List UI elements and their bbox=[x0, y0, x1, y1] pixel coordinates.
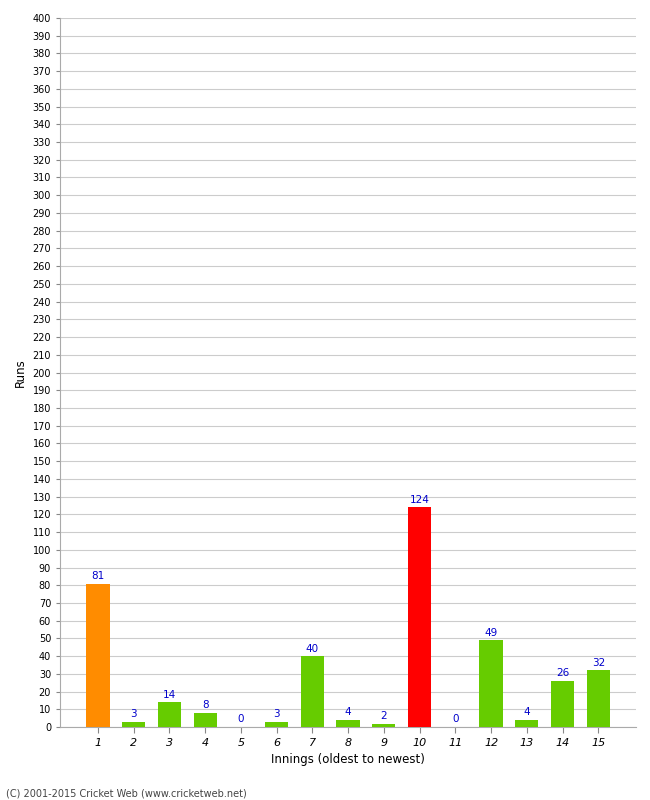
Text: (C) 2001-2015 Cricket Web (www.cricketweb.net): (C) 2001-2015 Cricket Web (www.cricketwe… bbox=[6, 788, 247, 798]
Text: 124: 124 bbox=[410, 494, 430, 505]
Bar bbox=[122, 722, 145, 727]
Text: 0: 0 bbox=[238, 714, 244, 725]
Y-axis label: Runs: Runs bbox=[14, 358, 27, 387]
Text: 49: 49 bbox=[484, 627, 498, 638]
Text: 4: 4 bbox=[344, 707, 352, 718]
Text: 40: 40 bbox=[306, 643, 319, 654]
Text: 14: 14 bbox=[162, 690, 176, 700]
Text: 2: 2 bbox=[380, 711, 387, 721]
Bar bbox=[587, 670, 610, 727]
Bar bbox=[480, 640, 502, 727]
Text: 3: 3 bbox=[131, 709, 137, 719]
Bar bbox=[301, 656, 324, 727]
Bar bbox=[337, 720, 359, 727]
Text: 81: 81 bbox=[91, 571, 105, 581]
Bar bbox=[515, 720, 538, 727]
Bar bbox=[194, 713, 216, 727]
Bar bbox=[158, 702, 181, 727]
Text: 32: 32 bbox=[592, 658, 605, 668]
Text: 26: 26 bbox=[556, 668, 569, 678]
Text: 0: 0 bbox=[452, 714, 459, 725]
Bar bbox=[265, 722, 288, 727]
X-axis label: Innings (oldest to newest): Innings (oldest to newest) bbox=[271, 753, 425, 766]
Bar bbox=[372, 723, 395, 727]
Bar bbox=[551, 681, 574, 727]
Bar bbox=[408, 507, 431, 727]
Text: 4: 4 bbox=[523, 707, 530, 718]
Text: 8: 8 bbox=[202, 700, 209, 710]
Bar bbox=[86, 583, 109, 727]
Text: 3: 3 bbox=[273, 709, 280, 719]
